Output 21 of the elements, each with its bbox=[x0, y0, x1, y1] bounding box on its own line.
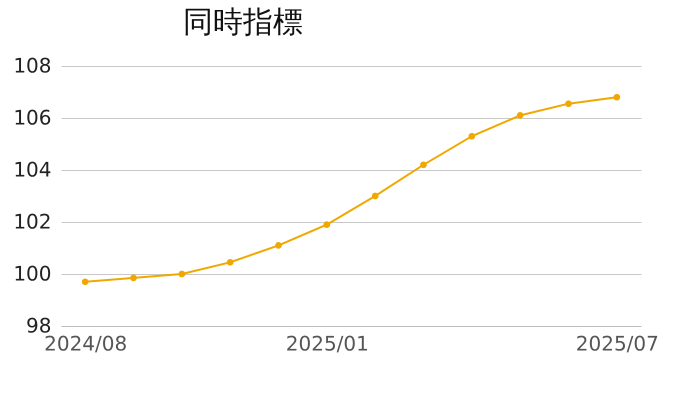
point bbox=[565, 100, 572, 108]
point bbox=[130, 274, 137, 282]
point bbox=[323, 221, 330, 228]
y-tick-label: 102 bbox=[13, 210, 52, 234]
x-tick-label: 2024/08 bbox=[44, 332, 128, 356]
y-tick-label: 104 bbox=[13, 158, 52, 182]
point bbox=[82, 278, 89, 286]
point bbox=[372, 192, 379, 200]
point bbox=[613, 94, 620, 101]
chart-title: 同時指標 bbox=[182, 5, 303, 40]
y-tick-label: 100 bbox=[13, 262, 52, 286]
x-tick-label: 2025/07 bbox=[576, 332, 659, 356]
point bbox=[226, 258, 234, 266]
point bbox=[420, 161, 427, 168]
x-tick-label: 2025/01 bbox=[286, 332, 369, 356]
point bbox=[468, 132, 476, 140]
point bbox=[178, 270, 186, 278]
y-tick-label: 106 bbox=[13, 106, 52, 130]
point bbox=[275, 242, 282, 249]
y-tick-label: 108 bbox=[13, 54, 52, 78]
point bbox=[516, 112, 524, 119]
